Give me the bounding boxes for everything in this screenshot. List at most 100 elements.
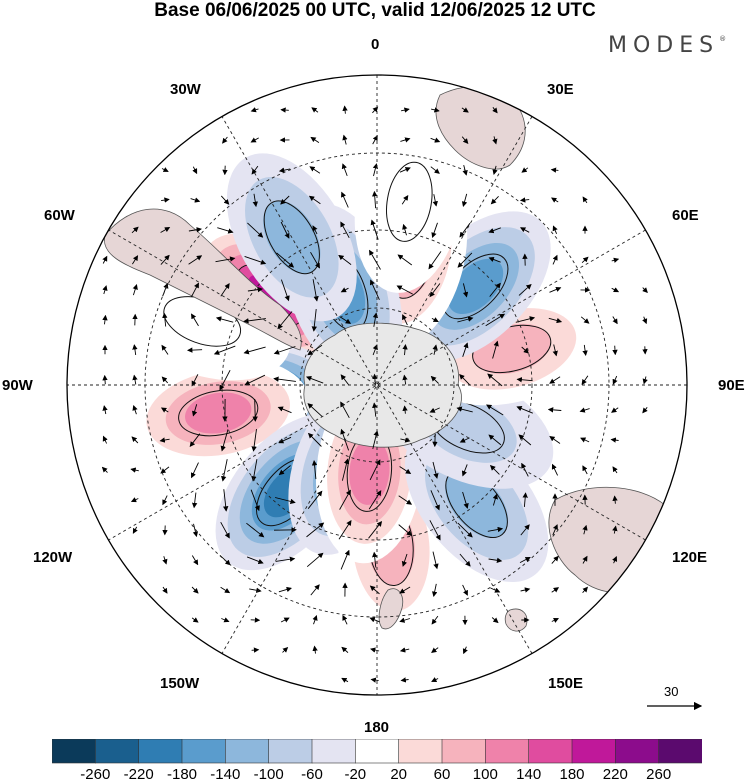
wind-vector-265 (549, 435, 561, 444)
wind-vector-76 (244, 374, 266, 386)
meridian-120 (108, 229, 646, 541)
wind-vector-34 (192, 166, 198, 175)
wind-vector-200 (431, 615, 439, 625)
wind-vector-96 (277, 406, 292, 414)
wind-vector-53 (217, 227, 234, 234)
wind-vector-188 (428, 251, 442, 270)
wind-vector-101 (275, 556, 296, 562)
wind-vector-230 (492, 340, 499, 359)
wind-vector-257 (551, 197, 559, 203)
wind-vector-38 (191, 282, 199, 297)
wind-vector-16 (130, 467, 139, 473)
wind-vector-18 (132, 526, 138, 534)
wind-vector-221 (462, 646, 468, 655)
anomaly-contour-line-2 (178, 389, 259, 437)
wind-vector-201 (431, 647, 439, 653)
wind-vector-206 (461, 193, 468, 207)
wind-vector-143 (372, 106, 379, 114)
wind-vector-69 (251, 165, 259, 175)
wind-vector-249 (518, 434, 532, 446)
wind-vector-251 (522, 492, 528, 507)
wind-vector-242 (520, 227, 530, 233)
wind-vector-146 (372, 190, 378, 209)
wind-vector-172 (402, 374, 408, 385)
wind-vector-244 (518, 283, 532, 296)
wind-vector-104 (282, 646, 289, 653)
wind-vector-135 (341, 458, 350, 481)
lon-label-30e: 30E (547, 81, 574, 98)
wind-vector-261 (548, 317, 563, 324)
wind-vector-136 (339, 489, 351, 510)
graticule (67, 75, 687, 695)
wind-vector-2 (102, 314, 108, 325)
wind-vector-80 (250, 489, 260, 512)
wind-vector-60 (220, 429, 229, 452)
colorbar-tick-label-11: 180 (559, 766, 585, 783)
wind-vector-234 (489, 464, 500, 475)
meridian-60 (108, 229, 646, 541)
wind-vector-279 (579, 407, 590, 413)
wind-vector-74 (243, 318, 266, 324)
colorbar-swatch-11 (528, 739, 573, 764)
wind-vector-169 (396, 285, 413, 295)
tasmania-landmass (504, 608, 528, 632)
wind-vector-297 (642, 287, 648, 294)
wind-vector-167 (402, 223, 408, 236)
wind-vector-12 (132, 344, 138, 356)
wind-vector-10 (132, 284, 138, 296)
wind-vector-239 (491, 617, 499, 624)
wind-vector-236 (487, 526, 504, 533)
wind-vector-102 (278, 586, 292, 593)
wind-vector-208 (457, 252, 473, 268)
wind-vector-70 (252, 193, 258, 208)
wind-vector-116 (307, 432, 322, 447)
wind-vector-107 (309, 166, 321, 174)
wind-vector-40 (187, 347, 203, 353)
wind-vector-160 (369, 617, 380, 623)
colorbar-swatch-1 (95, 739, 140, 764)
wind-vector-36 (188, 227, 202, 233)
wind-vector-204 (461, 136, 469, 144)
wind-vector-27 (160, 407, 169, 413)
colorbar-swatch-7 (355, 739, 400, 764)
wind-vector-210 (457, 316, 474, 323)
wind-vector-290 (612, 375, 618, 385)
wind-vector-189 (429, 283, 441, 298)
colorbar-tick-label-10: 140 (516, 766, 542, 783)
wind-vector-68 (250, 137, 259, 143)
wind-vector-231 (487, 373, 503, 387)
wind-vector-179 (399, 586, 411, 594)
wind-vector-222 (492, 107, 498, 114)
wind-vector-29 (160, 466, 170, 474)
colorbar-swatch-13 (615, 739, 660, 764)
wind-vector-286 (611, 257, 620, 263)
wind-vector-111 (312, 279, 319, 302)
wind-vector-4 (102, 374, 108, 385)
wind-vector-49 (191, 617, 199, 623)
wind-vector-175 (399, 466, 412, 474)
meridian-30 (221, 116, 533, 654)
antarctica-landmass (303, 322, 462, 448)
wind-vector-199 (431, 583, 438, 597)
wind-vector-8 (131, 226, 139, 234)
wind-vector-197 (429, 520, 441, 541)
wind-vector-97 (278, 436, 292, 444)
wind-vector-181 (399, 647, 410, 653)
wind-vector-198 (432, 551, 439, 570)
wind-vector-75 (243, 346, 266, 355)
wind-vector-283 (582, 524, 588, 535)
wind-vector-270 (551, 587, 560, 593)
wind-vector-292 (610, 437, 619, 443)
wind-vector-293 (612, 466, 618, 474)
wind-vector-203 (461, 107, 469, 113)
wind-vector-227 (488, 256, 501, 263)
reference-vector-label: 30 (664, 684, 679, 699)
wind-vector-162 (370, 677, 379, 683)
wind-vector-149 (369, 279, 380, 300)
wind-vector-254 (520, 587, 531, 593)
registered-mark: ® (719, 35, 727, 43)
wind-vector-63 (220, 521, 230, 539)
wind-vector-144 (372, 135, 378, 145)
colorbar-swatch-6 (311, 739, 356, 764)
wind-vector-118 (307, 490, 323, 509)
